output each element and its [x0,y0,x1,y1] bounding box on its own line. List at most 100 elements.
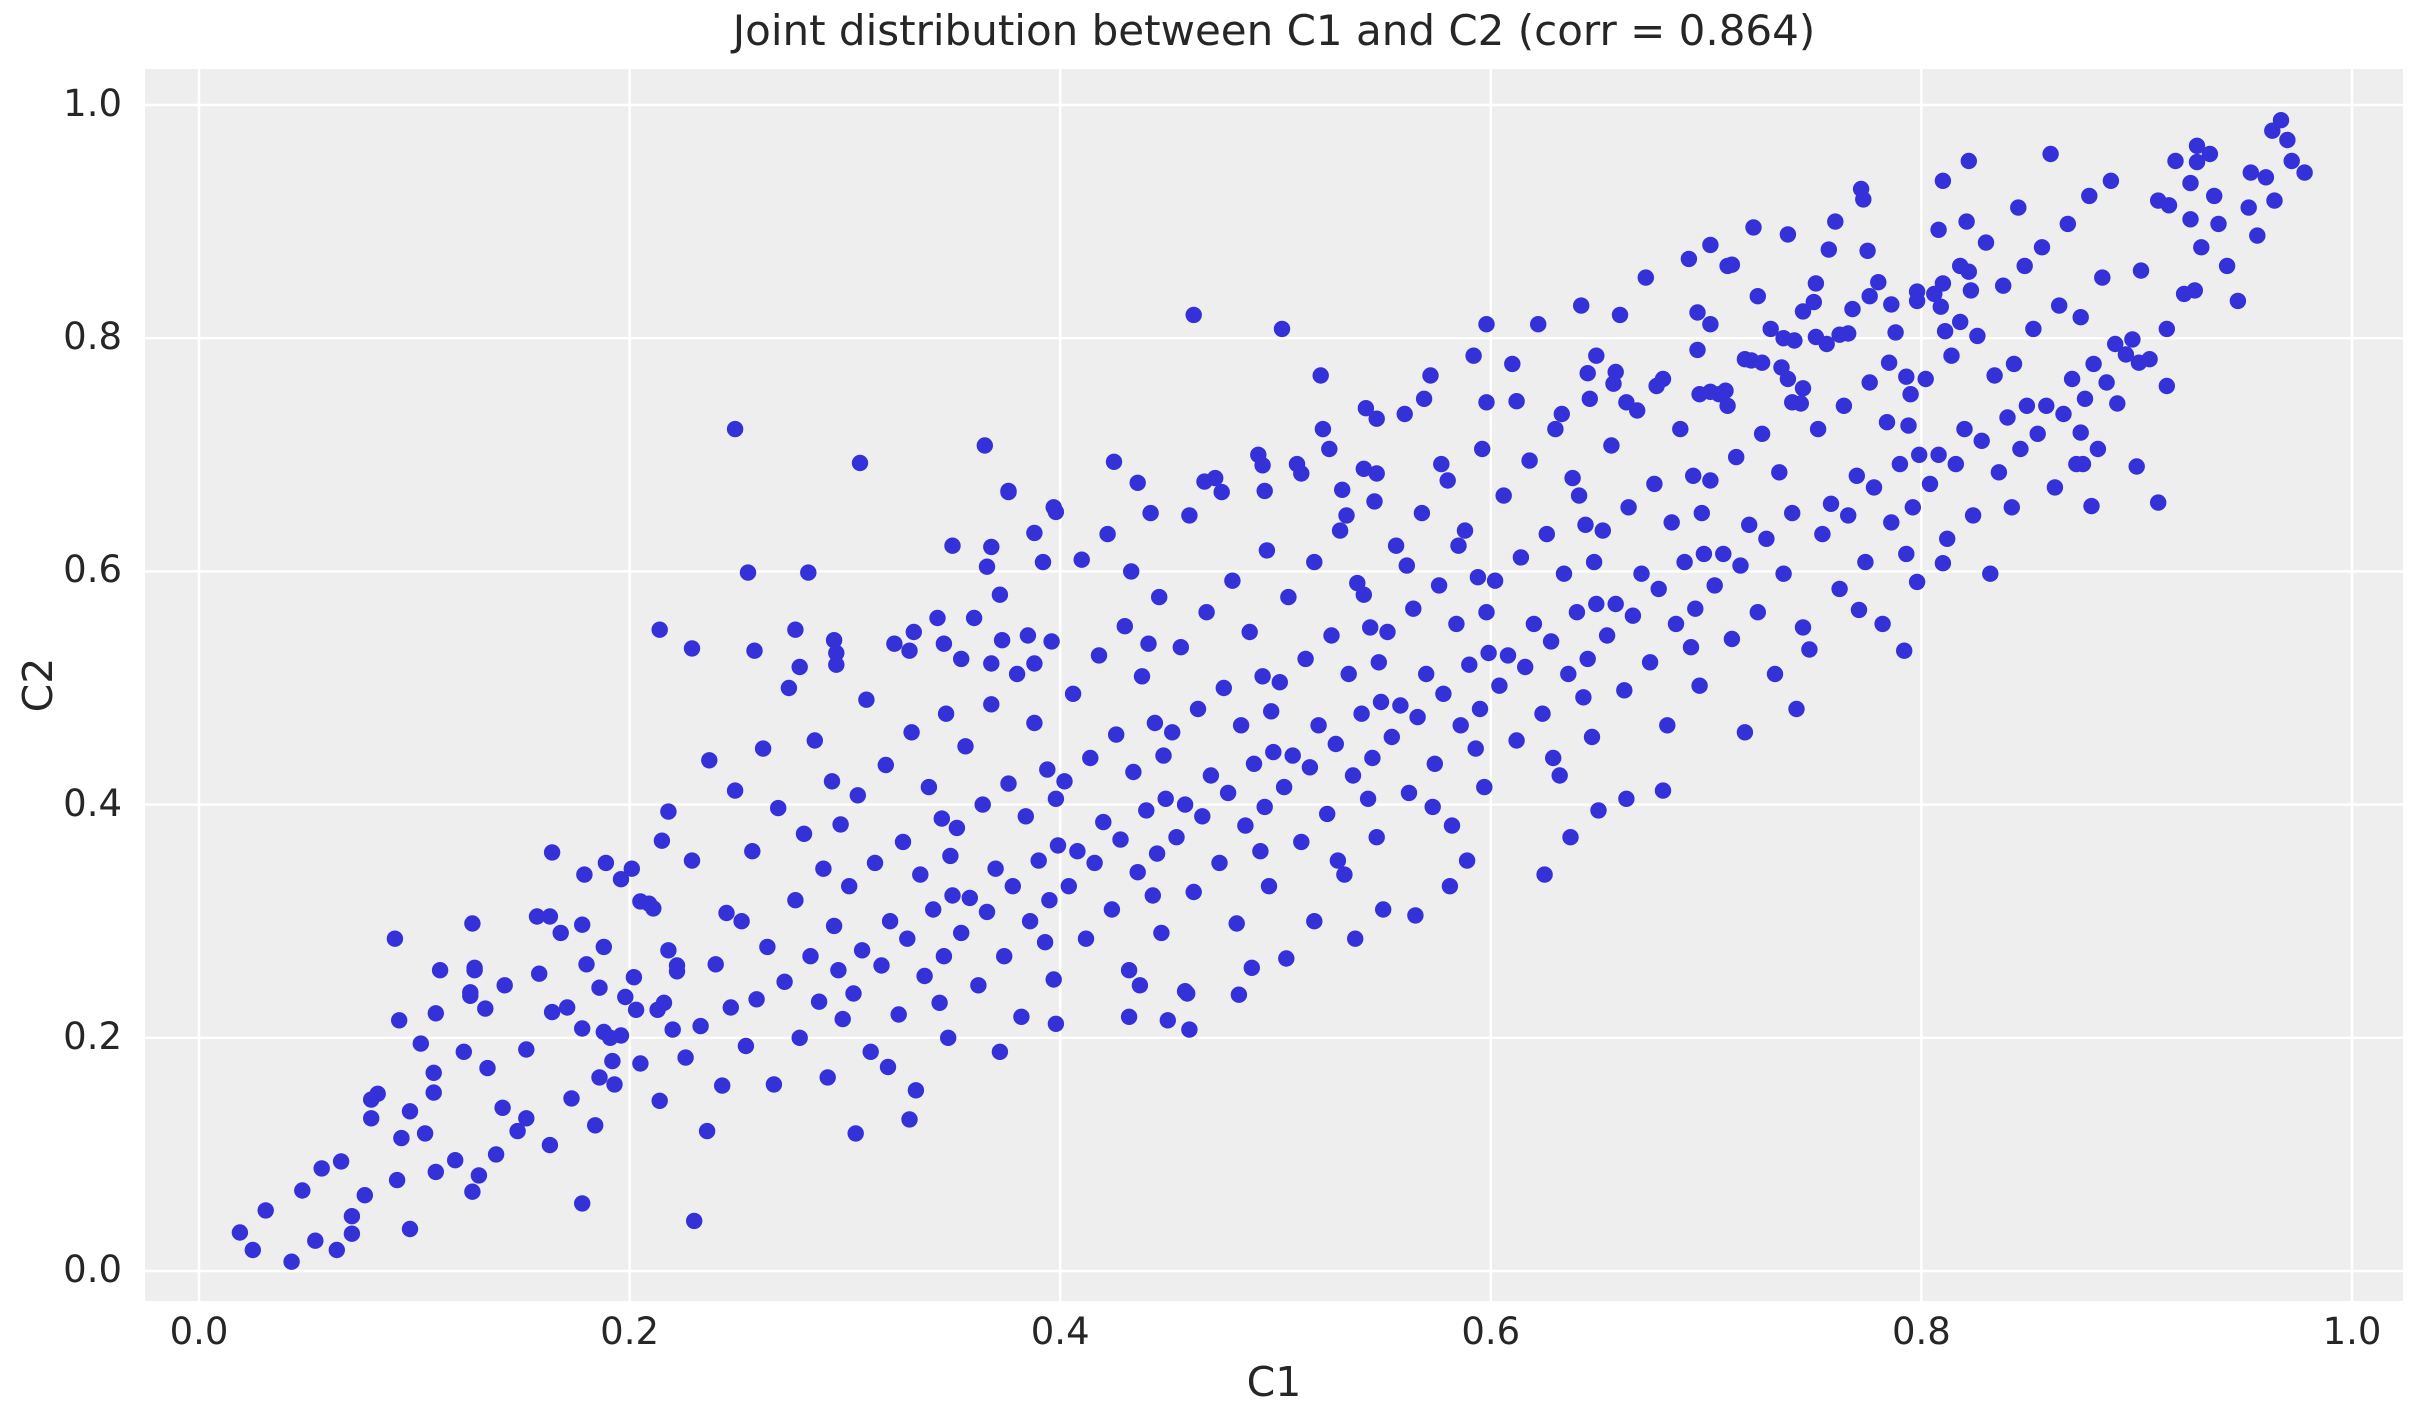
data-point [1151,588,1168,606]
data-point [1060,878,1078,895]
data-point [1368,829,1385,846]
data-point [1036,934,1054,951]
data-point [1140,635,1157,652]
data-point [1818,335,1835,353]
data-point [612,1027,630,1044]
data-point [1021,913,1039,930]
data-point [2141,351,2158,368]
data-point [2240,199,2257,216]
data-point [1435,685,1452,702]
y-tick-label: 0.6 [63,548,122,592]
data-point [1379,623,1396,641]
data-point [1766,665,1784,683]
data-point [464,1183,481,1200]
data-point [1120,962,1138,979]
data-point [1082,749,1099,767]
data-point [1762,320,1779,338]
data-point [464,915,481,932]
data-point [1585,553,1603,571]
data-point [1034,553,1052,571]
data-point [1168,829,1185,846]
data-point [1930,446,1947,463]
data-point [1331,522,1349,539]
data-point [1977,234,1995,251]
data-point [1568,604,1586,621]
data-point [1176,796,1194,813]
x-tick-label: 0.4 [1030,1310,1090,1353]
data-point [1706,577,1723,594]
data-point [1293,833,1310,851]
data-point [1932,298,1950,315]
data-point [1198,604,1215,621]
data-point [1702,316,1719,333]
data-point [595,938,612,956]
data-point [386,930,404,947]
data-point [1000,775,1017,792]
data-point [935,635,953,652]
data-point [2188,137,2206,154]
data-point [1902,386,1919,403]
data-point [591,979,608,996]
data-point [294,1182,311,1199]
data-point [765,1076,783,1093]
data-point [543,844,561,861]
data-point [1870,274,1887,291]
data-point [1887,324,1904,341]
data-point [1999,409,2016,426]
data-point [1687,600,1704,617]
data-point [2076,390,2094,407]
data-point [1723,630,1741,648]
data-point [894,833,912,851]
data-point [1779,226,1797,243]
data-point [528,908,546,925]
data-point [612,871,630,888]
data-point [1650,580,1667,598]
data-point [2117,346,2135,363]
data-point [1672,420,1689,438]
data-point [726,420,744,438]
data-point [683,640,701,657]
data-point [1185,883,1202,901]
data-point [834,1010,851,1028]
data-point [427,1005,444,1022]
data-point [2025,320,2042,338]
data-point [1736,724,1754,741]
data-point [1000,483,1017,501]
data-point [1263,703,1280,720]
data-point [1611,306,1629,324]
data-point [578,956,595,973]
data-point [1056,773,1073,790]
data-point [1370,654,1388,671]
data-point [1398,557,1416,574]
data-point [996,948,1013,965]
data-point [937,705,955,722]
data-point [1265,743,1282,761]
data-point [1181,1021,1198,1038]
data-point [1883,514,1900,531]
data-point [1443,817,1461,834]
data-point [1691,677,1708,694]
data-point [1952,313,1969,331]
data-point [1960,152,1978,170]
data-point [776,973,793,990]
data-point [2042,145,2059,163]
data-point [1771,464,1788,481]
data-point [2098,374,2115,391]
data-point [1749,604,1767,621]
data-point [1852,180,1870,198]
data-point [978,903,996,921]
data-point [1146,714,1164,732]
x-tick-label: 0.8 [1891,1310,1951,1353]
data-point [1667,615,1685,633]
data-point [1467,740,1484,757]
data-point [1125,763,1142,781]
data-point [953,924,970,942]
data-point [1347,930,1364,947]
data-point [2249,227,2266,244]
y-axis-label: C2 [14,657,62,713]
data-point [1142,504,1159,522]
data-point [1758,530,1775,547]
data-point [1573,297,1590,314]
data-point [976,437,993,454]
data-point [726,782,744,799]
